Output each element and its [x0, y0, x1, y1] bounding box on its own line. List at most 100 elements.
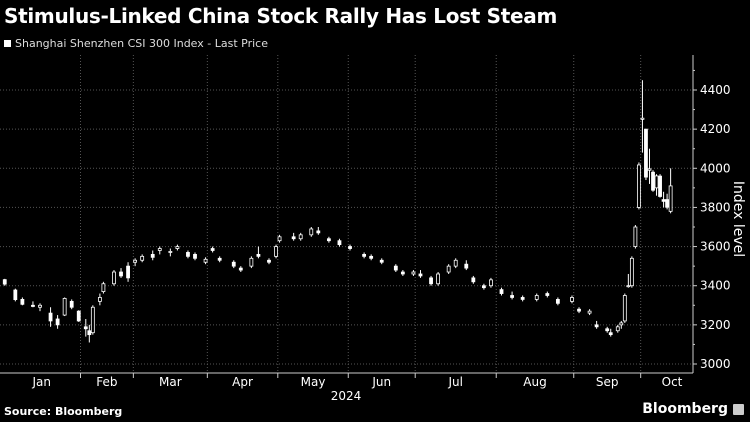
candle-body-up: [637, 164, 641, 208]
y-tick-label: 3800: [700, 200, 731, 214]
candle: [464, 260, 469, 271]
candle: [277, 234, 282, 243]
candle-body-up: [112, 271, 116, 285]
candle: [608, 328, 613, 337]
candle: [577, 307, 581, 314]
candle: [622, 293, 627, 323]
candle-body-up: [647, 168, 652, 171]
candle: [446, 264, 451, 274]
candle-body-up: [90, 306, 95, 334]
candle: [298, 232, 303, 241]
candle: [418, 270, 423, 278]
candle-body-down: [481, 285, 486, 289]
candle-body-up: [570, 297, 574, 302]
y-tick-label: 3400: [700, 279, 731, 293]
candle-body-down: [316, 230, 321, 234]
y-tick-label: 3200: [700, 318, 731, 332]
candle-body-down: [267, 259, 271, 263]
candle: [69, 299, 74, 310]
candle-body-down: [429, 277, 433, 285]
candle: [633, 225, 638, 249]
candle-body-up: [622, 295, 627, 322]
candle: [76, 310, 81, 322]
candle-body-up: [446, 265, 451, 273]
candle: [175, 244, 180, 251]
candle: [31, 301, 35, 308]
y-tick-label: 4200: [700, 122, 731, 136]
candle: [157, 246, 162, 255]
candle-body-down: [238, 267, 243, 271]
candle: [90, 305, 95, 335]
chart-logo-icon: [733, 403, 744, 415]
candle: [499, 287, 504, 296]
candle-body-up: [133, 259, 138, 263]
x-tick-label: Oct: [662, 375, 683, 389]
candle-body-down: [665, 199, 669, 208]
candle: [186, 250, 190, 259]
candle-body-down: [31, 304, 35, 307]
x-tick-label: Jul: [447, 375, 462, 389]
candle: [658, 174, 662, 198]
candle: [619, 320, 624, 329]
candle-body-up: [615, 326, 620, 332]
candle: [101, 281, 106, 294]
legend-swatch: [4, 40, 11, 47]
candle-body-down: [337, 240, 342, 246]
source-note: Source: Bloomberg: [4, 405, 123, 418]
chart-title: Stimulus-Linked China Stock Rally Has Lo…: [4, 4, 558, 28]
candle-body-down: [658, 175, 662, 197]
candle-body-down: [393, 265, 398, 271]
candle: [133, 258, 138, 267]
candle-body-down: [369, 255, 374, 259]
candle-body-up: [175, 246, 180, 249]
candle-body-up: [203, 258, 208, 263]
candle: [400, 270, 405, 276]
candle-body-down: [605, 328, 610, 332]
candle: [489, 277, 493, 288]
candle: [654, 174, 659, 196]
x-tick-label: May: [301, 375, 326, 389]
candle: [274, 244, 278, 259]
candle: [520, 295, 525, 302]
candle-body-up: [619, 322, 624, 326]
candle-body-up: [640, 117, 645, 120]
x-tick-label: Feb: [96, 375, 117, 389]
candle-body-down: [661, 199, 666, 202]
candle: [112, 270, 116, 286]
candle-body-up: [626, 285, 631, 288]
candle-body-up: [62, 298, 67, 316]
candle-body-up: [629, 257, 634, 287]
candle: [193, 252, 197, 261]
candle-body-down: [126, 265, 130, 279]
candle-body-up: [668, 185, 673, 212]
candle: [348, 244, 352, 251]
legend: Shanghai Shenzhen CSI 300 Index - Last P…: [4, 37, 268, 50]
candle: [668, 168, 673, 214]
candle: [267, 258, 271, 265]
candle: [316, 227, 321, 235]
x-tick-label: Aug: [523, 375, 546, 389]
candle-body-down: [520, 297, 525, 300]
candle-body-up: [534, 295, 539, 300]
candle-body-down: [651, 171, 655, 191]
candle: [150, 250, 155, 261]
candle-body-up: [633, 226, 638, 247]
x-axis-label: 2024: [331, 389, 362, 403]
candle-body-down: [471, 277, 476, 283]
logo-text: Bloomberg: [642, 401, 728, 417]
candle: [231, 260, 236, 269]
candle-body-down: [20, 299, 25, 305]
candle-body-down: [87, 330, 92, 336]
candle: [38, 303, 42, 312]
candle: [640, 80, 645, 153]
candle-body-down: [400, 271, 405, 275]
candle-body-down: [577, 308, 581, 312]
candle-body-up: [140, 255, 145, 261]
candle: [203, 257, 208, 265]
candle: [605, 326, 610, 333]
candle: [140, 254, 145, 263]
candle: [481, 283, 486, 290]
x-tick-label: Sep: [596, 375, 619, 389]
candle-body-up: [157, 248, 162, 251]
candle-body-down: [13, 289, 18, 301]
